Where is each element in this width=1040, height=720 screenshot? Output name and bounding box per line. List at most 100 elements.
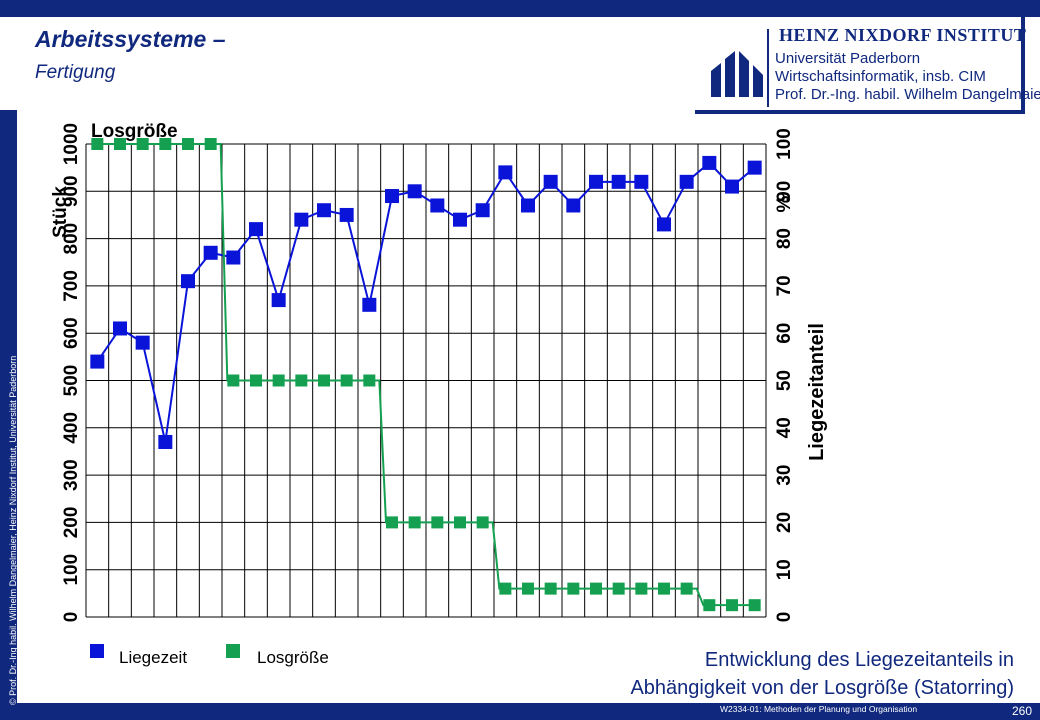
left-axis-tick-label: 400 xyxy=(61,412,82,444)
data-point-losgroesse xyxy=(567,582,580,595)
data-point-liegezeit xyxy=(566,198,581,213)
page-number: 260 xyxy=(1012,704,1033,718)
data-point-losgroesse xyxy=(318,374,330,387)
left-axis-tick-label: 1000 xyxy=(61,123,82,165)
data-point-liegezeit xyxy=(362,297,377,312)
data-point-losgroesse xyxy=(386,516,398,529)
institute-logo: HEINZ NIXDORF INSTITUT Universität Pader… xyxy=(695,17,1040,114)
data-point-losgroesse xyxy=(703,599,716,612)
left-axis-tick-label: 200 xyxy=(61,507,82,539)
data-point-losgroesse xyxy=(454,516,466,529)
data-point-liegezeit xyxy=(611,174,626,189)
data-point-liegezeit xyxy=(430,198,445,213)
data-point-liegezeit xyxy=(725,179,739,194)
data-point-losgroesse xyxy=(408,516,421,529)
data-point-losgroesse xyxy=(476,516,489,529)
data-point-liegezeit xyxy=(634,174,649,189)
legend-swatch-losgroesse xyxy=(226,644,240,658)
data-point-liegezeit xyxy=(294,212,309,227)
right-axis-tick-label: 0 xyxy=(774,612,795,623)
data-point-losgroesse xyxy=(204,138,217,150)
data-point-liegezeit xyxy=(453,212,467,227)
data-point-liegezeit xyxy=(203,245,218,260)
data-point-liegezeit xyxy=(226,250,241,265)
top-bar xyxy=(0,0,1040,17)
left-axis-tick-label: 500 xyxy=(61,365,82,397)
data-point-losgroesse xyxy=(544,582,557,595)
data-point-losgroesse xyxy=(612,582,625,595)
legend-label-liegezeit: Liegezeit xyxy=(119,648,187,667)
right-axis-unit: % xyxy=(774,195,795,212)
data-point-losgroesse xyxy=(431,516,444,529)
data-point-losgroesse xyxy=(227,374,240,387)
data-point-losgroesse xyxy=(340,374,353,387)
left-axis-tick-label: 300 xyxy=(61,459,82,491)
left-axis-tick-label: 100 xyxy=(61,554,82,586)
data-point-losgroesse xyxy=(590,582,602,595)
right-axis-tick-label: 80 xyxy=(774,228,795,249)
chart-series xyxy=(90,138,762,612)
data-point-losgroesse xyxy=(182,138,194,150)
left-bar xyxy=(0,110,17,720)
caption-line-2: Abhängigkeit von der Losgröße (Statorrin… xyxy=(630,677,1014,699)
left-axis-tick-label: 700 xyxy=(61,270,82,302)
data-point-losgroesse xyxy=(295,374,308,387)
data-point-losgroesse xyxy=(136,138,149,150)
chart-grid xyxy=(85,143,767,618)
right-axis-tick-label: 30 xyxy=(774,465,795,486)
left-axis-label: Stück xyxy=(50,186,71,238)
data-point-liegezeit xyxy=(679,174,694,189)
data-point-liegezeit xyxy=(657,217,671,232)
bottom-bar xyxy=(0,703,1040,720)
data-point-losgroesse xyxy=(522,582,534,595)
institute-line-3: Prof. Dr.-Ing. habil. Wilhelm Dangelmaie… xyxy=(775,86,1040,103)
data-point-liegezeit xyxy=(271,293,286,308)
logo-divider xyxy=(767,29,769,107)
data-point-losgroesse xyxy=(680,582,693,595)
data-point-liegezeit xyxy=(90,354,105,369)
chart-label: Losgröße xyxy=(91,121,178,142)
right-axis-tick-label: 70 xyxy=(774,275,795,296)
data-point-losgroesse xyxy=(363,374,376,387)
right-axis-tick-label: 60 xyxy=(774,323,795,344)
data-point-liegezeit xyxy=(475,203,490,218)
left-axis-tick-label: 800 xyxy=(61,223,82,255)
data-point-liegezeit xyxy=(407,184,422,199)
right-axis-tick-label: 40 xyxy=(774,417,795,438)
course-label: W2334-01: Methoden der Planung und Organ… xyxy=(720,704,918,714)
legend-swatch-liegezeit xyxy=(90,644,104,658)
right-axis-tick-label: 10 xyxy=(774,559,795,580)
page-title: Arbeitssysteme – xyxy=(35,26,226,52)
institute-name: HEINZ NIXDORF INSTITUT xyxy=(779,25,1027,45)
chart-caption: Entwicklung des Liegezeitanteils in Abhä… xyxy=(494,646,1014,702)
page-subtitle: Fertigung xyxy=(35,62,116,83)
data-point-liegezeit xyxy=(181,274,195,289)
data-point-liegezeit xyxy=(249,222,263,237)
data-point-losgroesse xyxy=(250,374,262,387)
data-point-losgroesse xyxy=(91,138,104,150)
data-point-liegezeit xyxy=(113,321,127,336)
institute-emblem-icon xyxy=(711,51,763,97)
data-point-liegezeit xyxy=(385,189,399,204)
left-axis-tick-label: 0 xyxy=(61,612,82,623)
data-point-liegezeit xyxy=(498,165,513,180)
institute-line-1: Universität Paderborn xyxy=(775,50,921,67)
right-axis-tick-label: 50 xyxy=(774,370,795,391)
data-point-losgroesse xyxy=(499,582,512,595)
left-axis-tick-label: 600 xyxy=(61,317,82,349)
data-point-liegezeit xyxy=(702,155,717,170)
right-axis-tick-label: 20 xyxy=(774,512,795,533)
data-point-liegezeit xyxy=(317,203,331,218)
data-point-losgroesse xyxy=(748,599,761,612)
right-axis-label: Liegezeitanteil xyxy=(806,323,828,461)
caption-line-1: Entwicklung des Liegezeitanteils in xyxy=(704,649,1014,671)
data-point-losgroesse xyxy=(272,374,285,387)
data-point-liegezeit xyxy=(339,207,354,222)
data-point-liegezeit xyxy=(589,174,603,189)
left-axis-tick-label: 900 xyxy=(61,175,82,207)
data-point-losgroesse xyxy=(159,138,172,150)
data-point-losgroesse xyxy=(114,138,126,150)
data-point-liegezeit xyxy=(543,174,558,189)
data-point-liegezeit xyxy=(521,198,535,213)
